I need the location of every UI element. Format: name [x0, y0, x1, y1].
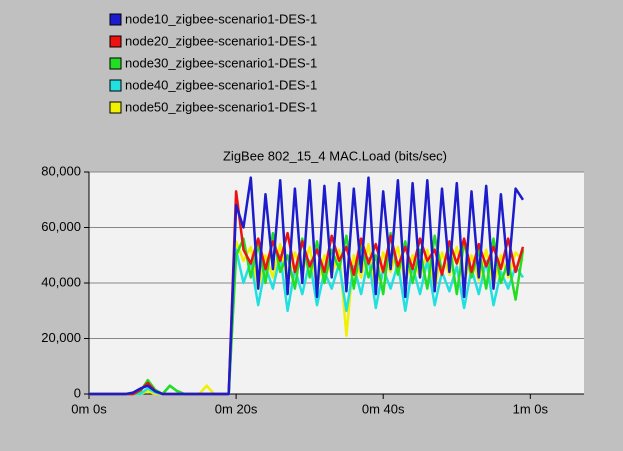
y-tick-label: 80,000: [41, 163, 81, 178]
x-tick-label: 0m 0s: [71, 401, 107, 416]
x-tick-label: 1m 0s: [513, 401, 549, 416]
legend-swatch: [109, 35, 122, 48]
x-tick-label: 0m 40s: [362, 401, 405, 416]
legend-label: node30_zigbee-scenario1-DES-1: [125, 55, 317, 70]
legend-swatch: [109, 101, 122, 114]
legend-swatch: [109, 13, 122, 26]
legend-label: node10_zigbee-scenario1-DES-1: [125, 11, 317, 26]
y-tick-label: 20,000: [41, 330, 81, 345]
legend-label: node20_zigbee-scenario1-DES-1: [125, 33, 317, 48]
x-tick-label: 0m 20s: [215, 401, 258, 416]
legend-swatch: [109, 79, 122, 92]
legend-swatch: [109, 57, 122, 70]
y-tick-label: 40,000: [41, 274, 81, 289]
legend-label: node50_zigbee-scenario1-DES-1: [125, 99, 317, 114]
legend-label: node40_zigbee-scenario1-DES-1: [125, 77, 317, 92]
y-tick-label: 60,000: [41, 219, 81, 234]
chart-title: ZigBee 802_15_4 MAC.Load (bits/sec): [223, 148, 447, 163]
series-line: [89, 176, 525, 396]
y-tick-label: 0: [74, 385, 81, 400]
